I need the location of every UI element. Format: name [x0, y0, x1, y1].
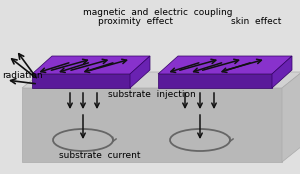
Polygon shape [272, 56, 292, 88]
Text: skin  effect: skin effect [231, 17, 281, 26]
Polygon shape [32, 74, 130, 88]
Polygon shape [130, 56, 150, 88]
Polygon shape [32, 56, 150, 74]
Polygon shape [22, 72, 300, 88]
Polygon shape [158, 74, 272, 88]
Polygon shape [282, 72, 300, 162]
Text: magnetic  and  electric  coupling: magnetic and electric coupling [83, 8, 233, 17]
Polygon shape [22, 88, 282, 162]
Text: radiation: radiation [2, 72, 43, 81]
Text: substrate  injection: substrate injection [108, 90, 196, 99]
Polygon shape [158, 56, 292, 74]
Text: substrate  current: substrate current [59, 151, 141, 160]
Text: proximity  effect: proximity effect [98, 17, 172, 26]
